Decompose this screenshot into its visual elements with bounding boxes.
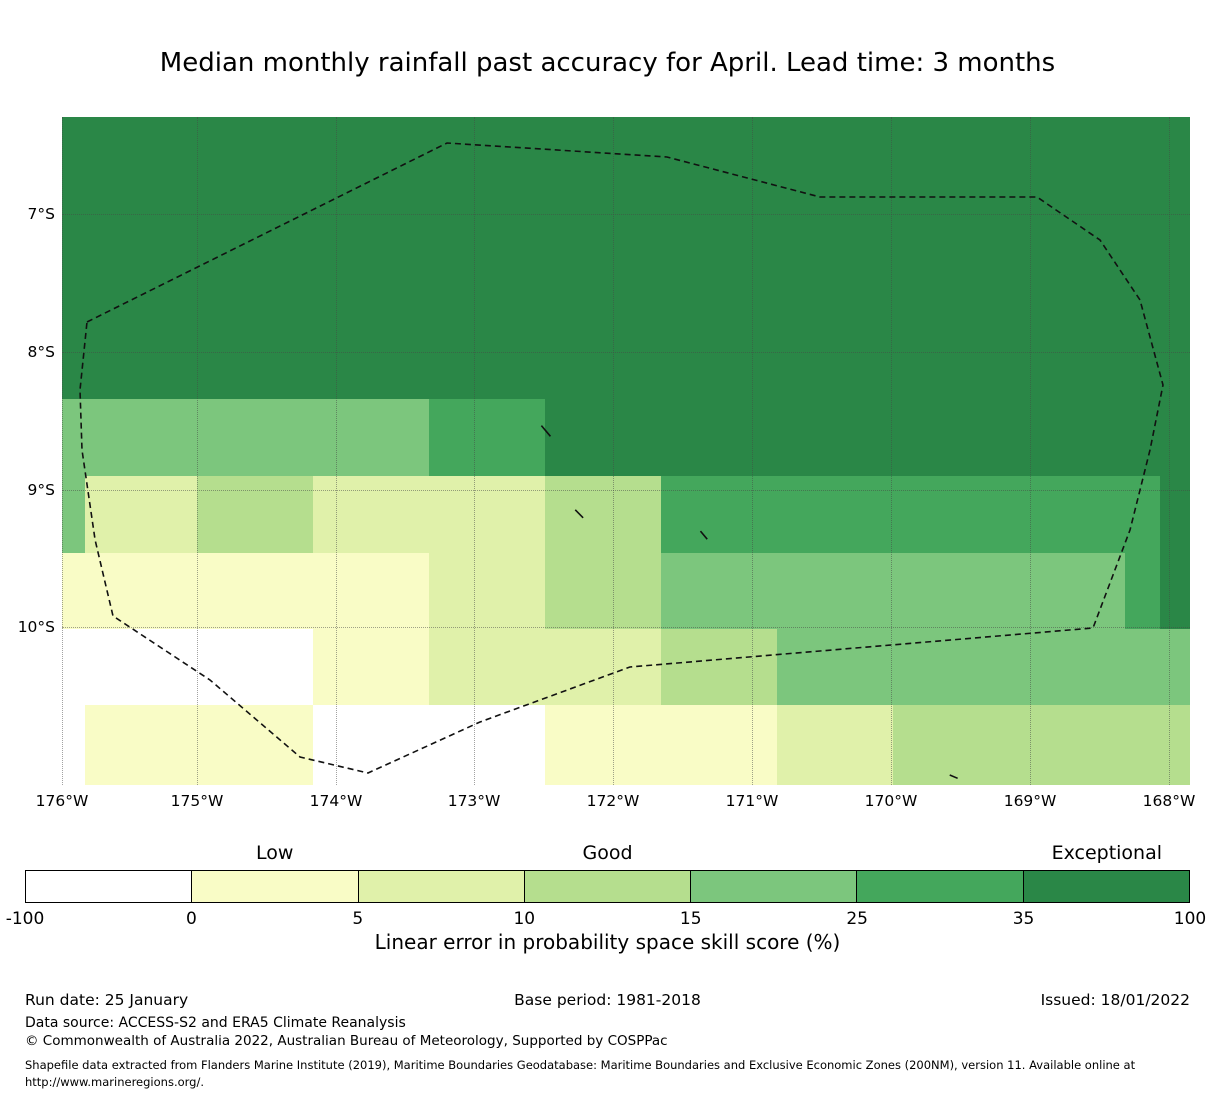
grid-cell: [312, 629, 430, 705]
boundary-fragment: [574, 509, 584, 519]
boundary-fragment: [540, 425, 552, 437]
latitude-tick-label: 7°S: [27, 204, 55, 223]
base-period-text: Base period: 1981-2018: [514, 991, 701, 1009]
grid-cell: [312, 704, 545, 785]
grid-cell: [545, 399, 1190, 476]
grid-cell: [197, 475, 313, 553]
eez-boundary-outline: [79, 142, 1164, 774]
grid-cell: [661, 475, 1160, 553]
latitude-gridline: [62, 490, 1190, 491]
longitude-gridline: [335, 117, 337, 785]
longitude-gridline: [890, 117, 892, 785]
grid-cell: [312, 475, 545, 553]
colorbar-tick-label: 15: [679, 909, 702, 929]
colorbar-tick-label: 100: [1173, 909, 1207, 929]
colorbar-segment: [191, 871, 358, 902]
colorbar-segment: [856, 871, 1023, 902]
longitude-gridline: [1030, 117, 1032, 785]
grid-cell: [62, 629, 313, 705]
chart-title: Median monthly rainfall past accuracy fo…: [159, 48, 1056, 78]
latitude-gridline: [62, 352, 1190, 353]
shapefile-attribution-line2: http://www.marineregions.org/.: [25, 1074, 204, 1089]
colorbar-segment: [26, 871, 192, 902]
shapefile-attribution-line1: Shapefile data extracted from Flanders M…: [25, 1058, 1136, 1072]
issued-date-text: Issued: 18/01/2022: [1040, 991, 1190, 1009]
longitude-tick-label: 169°W: [1003, 792, 1057, 810]
grid-cell: [62, 553, 430, 630]
longitude-tick-label: 170°W: [864, 792, 918, 810]
longitude-gridline: [474, 117, 476, 785]
colorbar-tick-label: 0: [186, 909, 197, 929]
grid-cell: [429, 399, 545, 476]
colorbar-tick-label: 5: [352, 909, 364, 929]
grid-cell: [545, 553, 662, 630]
data-source-text: Data source: ACCESS-S2 and ERA5 Climate …: [25, 1015, 406, 1031]
boundary-fragment: [949, 774, 958, 780]
grid-cell: [1159, 553, 1190, 630]
grid-cell: [1159, 475, 1190, 553]
grid-cell: [777, 629, 1190, 705]
longitude-gridline: [751, 117, 753, 785]
run-date-text: Run date: 25 January: [25, 991, 189, 1009]
colorbar: [25, 870, 1190, 903]
longitude-tick-label: 173°W: [447, 792, 501, 810]
grid-cell: [545, 475, 662, 553]
latitude-tick-label: 8°S: [27, 343, 55, 361]
latitude-gridline: [62, 213, 1190, 215]
grid-cell: [429, 553, 545, 630]
colorbar-segment: [1022, 871, 1189, 902]
grid-cell: [85, 475, 197, 553]
longitude-tick-label: 175°W: [170, 792, 224, 810]
longitude-gridline: [613, 117, 615, 785]
longitude-tick-label: 171°W: [725, 792, 779, 810]
latitude-gridline: [62, 627, 1190, 629]
grid-cell: [62, 399, 430, 476]
colorbar-category-label: Good: [582, 842, 633, 864]
colorbar-caption: Linear error in probability space skill …: [374, 930, 841, 954]
colorbar-category-label: Low: [255, 842, 294, 864]
map-plot-area: 176°W 175°W 174°W 173°W 172°W 171°W 170°W 169°W…: [18, 117, 1195, 810]
colorbar-tick-label: -100: [5, 909, 45, 929]
grid-cell: [777, 704, 894, 785]
colorbar-tick-label: 10: [513, 909, 536, 929]
longitude-tick-label: 168°W: [1142, 792, 1196, 810]
longitude-gridline: [197, 117, 199, 785]
shapefile-attribution-text: Shapefile data extracted from Flanders M…: [25, 1057, 1135, 1090]
longitude-tick-label: 174°W: [309, 792, 363, 810]
grid-cell: [62, 704, 85, 785]
longitude-tick-label: 172°W: [586, 792, 640, 810]
grid-cell: [62, 475, 85, 553]
longitude-tick-label: 176°W: [35, 792, 89, 810]
grid-cell: [429, 629, 662, 705]
grid-cell: [85, 704, 313, 785]
grid-cell: [661, 629, 778, 705]
colorbar-segment: [523, 871, 691, 902]
grid-cell: [893, 704, 1190, 785]
latitude-tick-label: 9°S: [27, 481, 55, 499]
colorbar-tick-label: 35: [1012, 909, 1035, 929]
colorbar-tick-label: 25: [846, 909, 868, 929]
longitude-gridline: [1169, 117, 1171, 785]
grid-cell: [1125, 553, 1160, 630]
boundary-fragment: [699, 530, 708, 540]
colorbar-segment: [690, 871, 857, 902]
copyright-text: © Commonwealth of Australia 2022, Austra…: [25, 1033, 668, 1049]
latitude-tick-label: 10°S: [17, 618, 55, 637]
grid-cell: [545, 704, 778, 785]
colorbar-segment: [357, 871, 524, 902]
colorbar-category-label: Exceptional: [1051, 842, 1163, 864]
grid-cell: [661, 553, 1126, 630]
longitude-gridline: [62, 117, 63, 785]
eez-boundary-layer: [79, 142, 1164, 780]
